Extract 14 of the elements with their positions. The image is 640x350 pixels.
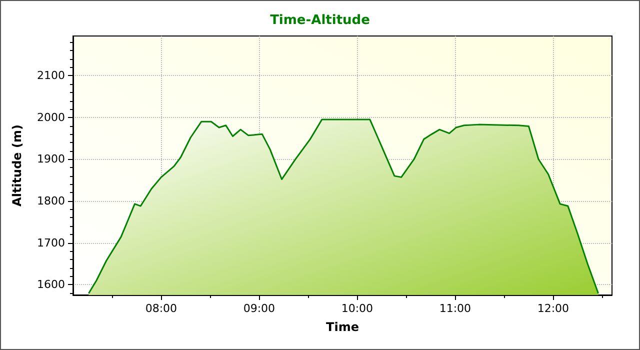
y-tick-label: 1800: [37, 194, 65, 208]
y-tick-label: 2000: [37, 110, 65, 124]
chart-title: Time-Altitude: [270, 13, 370, 28]
y-axis-title: Altitude (m): [10, 124, 24, 206]
x-axis-title: Time: [326, 320, 359, 334]
y-tick-label: 1700: [37, 236, 65, 250]
y-tick-label: 1900: [37, 152, 65, 166]
x-tick-label: 10:00: [341, 302, 374, 315]
y-tick-label: 2100: [37, 69, 65, 82]
x-tick-label: 09:00: [243, 302, 276, 315]
x-tick-label: 11:00: [439, 302, 472, 315]
y-tick-label: 1600: [37, 278, 65, 292]
x-tick-label: 08:00: [145, 302, 178, 315]
x-tick-label: 12:00: [537, 302, 570, 315]
